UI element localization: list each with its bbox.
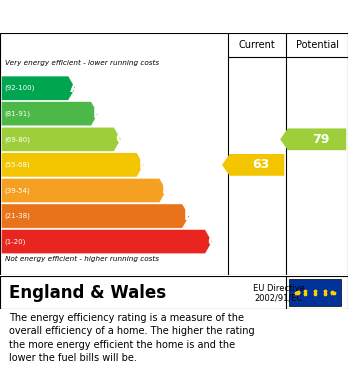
Text: (39-54): (39-54) [4, 187, 30, 194]
Text: (1-20): (1-20) [4, 239, 25, 245]
Text: England & Wales: England & Wales [9, 283, 166, 301]
Text: D: D [139, 158, 150, 172]
Text: (21-38): (21-38) [4, 213, 30, 219]
Text: Not energy efficient - higher running costs: Not energy efficient - higher running co… [5, 256, 159, 262]
Text: F: F [184, 209, 193, 223]
Text: Energy Efficiency Rating: Energy Efficiency Rating [9, 11, 219, 25]
Text: 2002/91/EC: 2002/91/EC [254, 294, 303, 303]
Text: Very energy efficient - lower running costs: Very energy efficient - lower running co… [5, 60, 159, 66]
Text: E: E [161, 183, 171, 197]
Text: (92-100): (92-100) [4, 85, 34, 91]
Bar [289, 279, 341, 307]
Text: 63: 63 [252, 158, 269, 171]
Polygon shape [1, 102, 98, 126]
Text: Current: Current [239, 40, 275, 50]
Polygon shape [280, 128, 346, 150]
Text: B: B [93, 107, 104, 121]
Polygon shape [1, 230, 212, 254]
Text: (81-91): (81-91) [4, 111, 30, 117]
Text: 79: 79 [312, 133, 329, 146]
Polygon shape [1, 178, 166, 203]
Polygon shape [222, 154, 284, 176]
Polygon shape [1, 127, 121, 151]
Text: (69-80): (69-80) [4, 136, 30, 143]
Text: G: G [207, 235, 218, 249]
Text: C: C [116, 132, 126, 146]
Text: (55-68): (55-68) [4, 161, 30, 168]
Polygon shape [1, 153, 144, 177]
Text: EU Directive: EU Directive [253, 284, 305, 293]
Polygon shape [1, 76, 75, 100]
Polygon shape [1, 204, 189, 228]
Text: A: A [70, 81, 81, 95]
Text: The energy efficiency rating is a measure of the
overall efficiency of a home. T: The energy efficiency rating is a measur… [9, 313, 254, 363]
Text: Potential: Potential [295, 40, 339, 50]
